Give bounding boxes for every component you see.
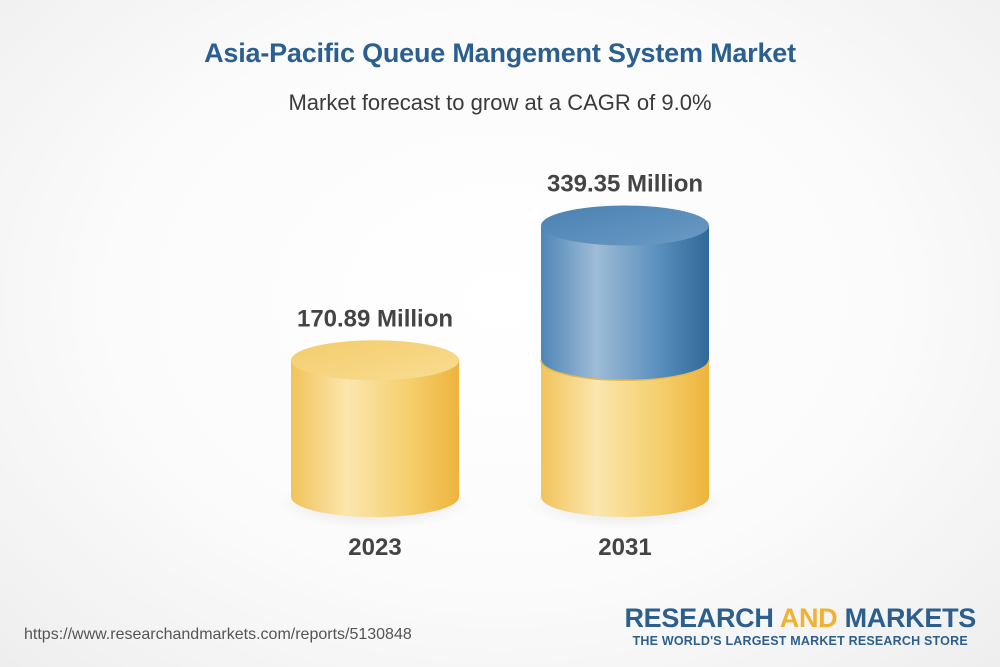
chart-title: Asia-Pacific Queue Mangement System Mark… <box>204 38 796 68</box>
bar-seam-2031 <box>540 360 710 382</box>
data-label-2031: 339.35 Million <box>547 171 703 198</box>
bar-top-2023 <box>291 340 459 381</box>
brand-word-and: AND <box>779 603 838 633</box>
category-label-2031: 2031 <box>598 534 651 561</box>
bar-growth-2031 <box>541 225 709 381</box>
brand-logo: RESEARCH AND MARKETS THE WORLD'S LARGEST… <box>624 603 976 649</box>
bar-base-2031 <box>541 360 709 517</box>
category-label-2023: 2023 <box>348 534 401 561</box>
source-url[interactable]: https://www.researchandmarkets.com/repor… <box>24 626 412 643</box>
bar-top-2031 <box>541 205 709 246</box>
bar-base-2023 <box>291 360 459 517</box>
brand-word-markets: MARKETS <box>844 603 977 633</box>
brand-word-research: RESEARCH <box>624 603 774 633</box>
brand-tagline: THE WORLD'S LARGEST MARKET RESEARCH STOR… <box>632 634 968 648</box>
chart-subtitle: Market forecast to grow at a CAGR of 9.0… <box>288 90 712 115</box>
brand-name: RESEARCH AND MARKETS <box>624 603 976 633</box>
data-label-2023: 170.89 Million <box>297 305 453 332</box>
